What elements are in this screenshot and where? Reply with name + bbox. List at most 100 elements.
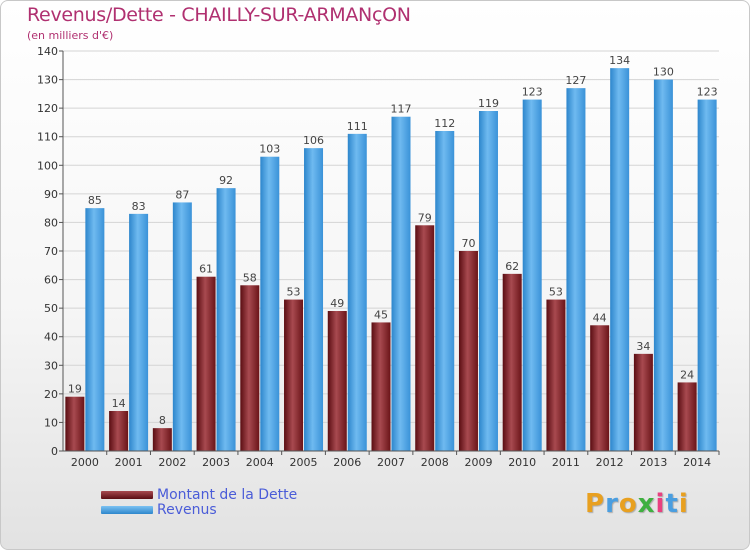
data-label-revenue-2011: 127 [565,74,586,87]
legend-swatch-debt [101,491,153,499]
bar-debt-2013 [633,353,653,451]
bar-debt-2003 [196,276,216,451]
chart-title: Revenus/Dette - CHAILLY-SUR-ARMANçON [27,4,411,26]
y-tick-label: 50 [44,302,58,315]
bar-revenue-2010 [522,99,542,452]
brand-letter: i [678,489,689,519]
data-label-revenue-2004: 103 [259,143,280,156]
y-tick-label: 10 [44,416,58,429]
x-tick-label: 2005 [290,456,318,469]
bar-revenue-2005 [304,148,324,451]
bar-debt-2010 [502,273,522,451]
bar-revenue-2001 [129,213,149,451]
bar-revenue-2013 [653,79,673,452]
data-label-revenue-2005: 106 [303,134,324,147]
bar-revenue-2002 [172,202,192,451]
x-tick-label: 2011 [552,456,580,469]
bar-debt-2014 [677,382,697,451]
y-tick-label: 80 [44,216,58,229]
data-label-debt-2000: 19 [68,383,82,396]
x-tick-label: 2002 [158,456,186,469]
x-tick-label: 2003 [202,456,230,469]
x-tick-label: 2014 [683,456,711,469]
data-label-revenue-2009: 119 [478,97,499,110]
y-tick-label: 40 [44,331,58,344]
x-tick-label: 2008 [421,456,449,469]
bar-chart: 0 10 20 30 40 50 60 70 80 90 100 110 120 130 140 19 14 8… [37,45,720,469]
bar-revenue-2007 [391,116,411,451]
bar-revenue-2011 [566,88,586,452]
brand-letter: r [605,489,619,519]
legend-swatch-revenue [101,506,153,514]
brand-letter: x [637,489,656,519]
brand-letter: i [655,489,666,519]
bars-layer: 19 14 8 61 58 53 49 45 79 70 62 53 44 34 24 85 83 87 92 103… [65,54,718,452]
data-label-debt-2007: 45 [374,308,388,321]
x-tick-label: 2006 [333,456,361,469]
data-label-debt-2010: 62 [505,260,519,273]
brand-letter: t [665,489,679,519]
bar-debt-2011 [546,299,566,451]
data-label-revenue-2007: 117 [391,103,412,116]
brand-letter: o [618,489,638,519]
data-label-revenue-2000: 85 [88,194,102,207]
bar-debt-2008 [415,225,435,451]
brand-logo: Proxiti [585,489,689,519]
y-tick-label: 0 [51,445,58,458]
x-tick-label: 2004 [246,456,274,469]
bar-debt-2007 [371,322,391,451]
bar-revenue-2014 [697,99,717,452]
data-label-revenue-2002: 87 [175,188,189,201]
x-axis: 2000 2001 2002 2003 2004 2005 2006 2007 2008 2009… [63,450,720,469]
x-tick-label: 2009 [464,456,492,469]
bar-debt-2005 [284,299,304,451]
y-tick-label: 20 [44,388,58,401]
y-tick-label: 90 [44,188,58,201]
bar-revenue-2006 [347,133,367,451]
bar-debt-2000 [65,396,85,451]
data-label-debt-2001: 14 [112,397,126,410]
legend-label-debt: Montant de la Dette [157,487,298,503]
bar-debt-2001 [109,411,129,451]
data-label-revenue-2013: 130 [653,66,674,79]
y-tick-label: 110 [37,131,58,144]
data-label-revenue-2003: 92 [219,174,233,187]
x-tick-label: 2000 [71,456,99,469]
y-tick-label: 100 [37,159,58,172]
x-tick-label: 2013 [639,456,667,469]
x-tick-label: 2010 [508,456,536,469]
bar-revenue-2008 [435,131,455,451]
bar-debt-2006 [327,311,347,451]
legend-label-revenue: Revenus [157,502,217,518]
y-axis: 0 10 20 30 40 50 60 70 80 90 100 110 120 130 140 [37,45,64,458]
data-label-revenue-2010: 123 [522,86,543,99]
y-tick-label: 130 [37,74,58,87]
x-tick-label: 2001 [115,456,143,469]
bar-revenue-2004 [260,156,280,451]
bar-debt-2004 [240,285,260,451]
data-label-debt-2002: 8 [159,414,166,427]
data-label-debt-2004: 58 [243,271,257,284]
bar-revenue-2000 [85,208,105,451]
data-label-debt-2003: 61 [199,263,213,276]
data-label-debt-2012: 44 [593,311,607,324]
data-label-debt-2008: 79 [418,211,432,224]
bar-revenue-2003 [216,188,236,451]
data-label-revenue-2008: 112 [434,117,455,130]
chart-subtitle: (en milliers d'€) [27,29,114,42]
y-tick-label: 30 [44,359,58,372]
data-label-revenue-2006: 111 [347,120,368,133]
bar-debt-2012 [590,325,610,451]
data-label-debt-2013: 34 [636,340,650,353]
y-tick-label: 120 [37,102,58,115]
bar-revenue-2009 [478,111,498,451]
y-tick-label: 140 [37,45,58,58]
bar-revenue-2012 [610,68,630,452]
data-label-revenue-2001: 83 [132,200,146,213]
brand-letter: P [585,489,606,519]
data-label-debt-2011: 53 [549,286,563,299]
y-tick-label: 70 [44,245,58,258]
y-tick-label: 60 [44,274,58,287]
x-tick-label: 2012 [596,456,624,469]
